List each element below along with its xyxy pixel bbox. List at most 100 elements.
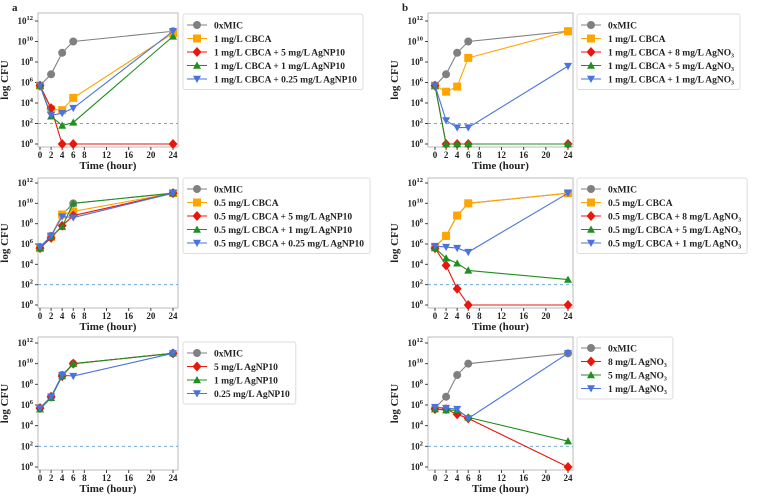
data-point <box>442 243 451 252</box>
x-tick-label: 16 <box>519 150 529 160</box>
data-point <box>442 392 451 401</box>
legend-label: 0xMIC <box>214 186 243 196</box>
y-tick-label: 100 <box>21 461 33 472</box>
x-tick-label: 8 <box>82 311 87 321</box>
legend-label: 0xMIC <box>214 350 243 360</box>
y-tick-label: 108 <box>21 378 34 389</box>
x-tick-label: 20 <box>541 311 551 321</box>
y-tick-label: 102 <box>21 118 33 129</box>
legend-label: 0.25 mg/L AgNP10 <box>214 390 290 400</box>
x-tick-label: 4 <box>60 150 65 160</box>
data-point <box>564 189 572 198</box>
data-point <box>442 231 451 240</box>
x-tick-label: 2 <box>444 150 449 160</box>
y-tick-label: 104 <box>21 258 34 269</box>
data-point <box>36 243 44 252</box>
legend-box <box>182 13 364 90</box>
x-tick-label: 16 <box>124 150 134 160</box>
y-tick-label: 1010 <box>408 36 424 47</box>
y-tick-label: 100 <box>21 138 33 149</box>
data-point <box>58 48 67 57</box>
series <box>431 189 572 257</box>
data-point <box>58 110 67 118</box>
legend: 0xMIC 1 mg/L CBCA 1 mg/L CBCA + 5 mg/L AgN… <box>182 13 364 90</box>
x-axis-label: Time (hour) <box>472 483 529 495</box>
y-tick-label: 1010 <box>18 358 34 369</box>
data-point <box>442 254 451 262</box>
x-tick-label: 24 <box>169 473 179 483</box>
series <box>431 350 572 423</box>
x-tick-label: 4 <box>455 473 460 483</box>
y-tick-label: 104 <box>411 420 424 431</box>
panel-label: a <box>12 2 18 14</box>
x-axis-label: Time (hour) <box>472 321 529 333</box>
legend-marker <box>193 376 201 384</box>
x-tick-label: 20 <box>146 150 156 160</box>
y-tick-label: 106 <box>21 399 34 410</box>
legend-label: 1 mg/L CBCA + 5 mg/L AgNO₃ <box>608 62 734 72</box>
y-tick-label: 1012 <box>408 15 424 26</box>
y-tick-label: 102 <box>411 279 423 290</box>
y-axis-label: log CFU <box>389 223 401 262</box>
x-tick-label: 12 <box>102 311 112 321</box>
data-point <box>453 371 462 380</box>
y-tick-label: 1012 <box>408 177 424 188</box>
legend-label: 1 mg/L CBCA + 0.25 mg/L AgNP10 <box>214 76 357 86</box>
legend-label: 8 mg/L AgNO₃ <box>608 358 667 368</box>
x-tick-label: 16 <box>519 311 529 321</box>
legend-marker <box>192 361 202 372</box>
data-point <box>58 222 67 230</box>
legend-marker <box>587 239 595 247</box>
y-tick-label: 100 <box>411 299 423 310</box>
x-tick-label: 0 <box>433 473 438 483</box>
x-tick-label: 8 <box>477 311 482 321</box>
y-tick-label: 108 <box>21 56 34 67</box>
data-point <box>464 124 473 132</box>
series <box>431 244 572 283</box>
data-point <box>168 139 178 149</box>
data-point <box>464 37 473 46</box>
y-tick-label: 106 <box>411 238 424 249</box>
y-axis-label: log CFU <box>389 60 401 99</box>
series <box>431 349 572 413</box>
y-tick-label: 104 <box>21 97 34 108</box>
x-axis-label: Time (hour) <box>80 160 137 172</box>
data-point <box>169 32 177 40</box>
x-tick-label: 0 <box>38 311 43 321</box>
x-tick-label: 6 <box>466 150 471 160</box>
legend-marker <box>193 239 201 247</box>
x-tick-label: 4 <box>455 311 460 321</box>
legend-marker <box>193 61 201 69</box>
x-tick-label: 12 <box>497 311 507 321</box>
data-point <box>169 189 177 198</box>
data-point <box>453 244 462 253</box>
x-tick-label: 2 <box>49 150 54 160</box>
series <box>36 350 177 413</box>
data-point <box>453 48 462 57</box>
legend-marker <box>193 349 201 357</box>
legend-box <box>576 177 748 254</box>
y-tick-label: 1012 <box>18 15 34 26</box>
y-axis-label: log CFU <box>0 223 11 262</box>
x-tick-label: 2 <box>49 311 54 321</box>
legend-marker <box>587 371 595 379</box>
data-point <box>169 28 177 36</box>
data-point <box>442 87 451 96</box>
y-tick-label: 108 <box>411 56 424 67</box>
legend-marker <box>587 385 595 393</box>
y-tick-label: 106 <box>411 399 424 410</box>
legend-marker <box>586 47 596 57</box>
data-point <box>453 259 462 267</box>
data-point <box>563 462 573 472</box>
legend-marker <box>193 75 201 83</box>
legend: 0xMIC 0.5 mg/L CBCA 0.5 mg/L CBCA + 8 mg/L… <box>576 177 748 254</box>
x-tick-label: 6 <box>466 473 471 483</box>
y-tick-label: 100 <box>411 461 423 472</box>
legend-label: 5 mg/L AgNP10 <box>214 363 278 373</box>
legend-label: 0xMIC <box>608 22 637 32</box>
legend: 0xMIC 8 mg/L AgNO₃ 5 mg/L AgNO₃ 1 mg/L AgNO… <box>576 336 674 400</box>
y-tick-label: 1012 <box>18 337 34 348</box>
